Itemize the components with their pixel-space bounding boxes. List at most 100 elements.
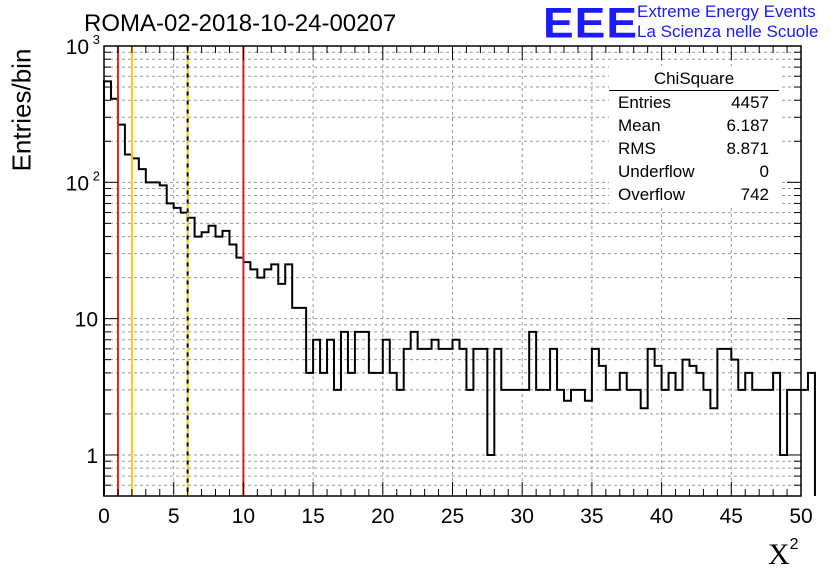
histogram-bin — [564, 401, 571, 496]
histogram-bin — [592, 349, 599, 496]
histogram-bin — [717, 349, 724, 496]
histogram-bin — [404, 349, 411, 496]
histogram-bin — [243, 262, 250, 496]
histogram-bin — [641, 408, 648, 496]
histogram-bin — [348, 373, 355, 496]
histogram-bin — [257, 278, 264, 496]
stats-label: RMS — [618, 139, 656, 158]
histogram-bin — [794, 390, 801, 496]
histogram-bin — [202, 232, 209, 496]
histogram-bin — [473, 349, 480, 496]
stats-value: 742 — [740, 185, 769, 204]
stats-label: Mean — [618, 116, 661, 135]
stats-value: 0 — [759, 162, 769, 181]
histogram-bin — [250, 269, 257, 496]
histogram-bin — [801, 390, 808, 496]
histogram-bin — [655, 366, 662, 496]
histogram-bin — [648, 349, 655, 496]
stats-value: 8.871 — [726, 139, 769, 158]
histogram-bin — [453, 340, 460, 496]
histogram-bin — [487, 455, 494, 496]
histogram-bin — [669, 373, 676, 496]
y-tick-label-exponent: 3 — [93, 32, 100, 47]
histogram-bin — [397, 390, 404, 496]
y-tick-label: 1 — [86, 445, 98, 468]
histogram-bin — [181, 213, 188, 496]
x-tick-label: 0 — [98, 505, 110, 528]
histogram-bin — [118, 125, 125, 496]
histogram-bin — [620, 373, 627, 496]
stats-row-mean: Mean 6.187 — [609, 114, 779, 137]
histogram-bin — [264, 269, 271, 496]
x-tick-label: 35 — [580, 505, 603, 528]
y-tick-label: 10 — [66, 172, 89, 195]
x-tick-label: 15 — [301, 505, 324, 528]
stats-label: Entries — [618, 93, 671, 112]
histogram-bin — [222, 231, 229, 496]
histogram-bin — [543, 390, 550, 496]
x-tick-label: 45 — [720, 505, 743, 528]
histogram-bin — [160, 185, 167, 496]
histogram-bin — [327, 340, 334, 496]
stats-row-underflow: Underflow 0 — [609, 160, 779, 183]
histogram-bin — [703, 390, 710, 496]
histogram-bin — [341, 332, 348, 496]
histogram-bin — [313, 340, 320, 496]
x-tick-label: 5 — [168, 505, 180, 528]
eee-logo: EEE — [543, 0, 639, 47]
histogram-bin — [522, 390, 529, 496]
x-tick-label: 40 — [650, 505, 673, 528]
histogram-bin — [334, 390, 341, 496]
histogram-outline — [103, 80, 816, 496]
x-tick-label: 20 — [371, 505, 394, 528]
histogram-bin — [745, 373, 752, 496]
histogram-bin — [459, 349, 466, 496]
chart-title: ROMA-02-2018-10-24-00207 — [84, 10, 397, 37]
histogram-bin — [390, 373, 397, 496]
x-tick-label: 25 — [441, 505, 464, 528]
histogram-bin — [662, 390, 669, 496]
stats-label: Underflow — [618, 162, 695, 181]
histogram-bin — [146, 182, 153, 496]
histogram-bin — [731, 360, 738, 496]
histogram-bin — [613, 390, 620, 496]
histogram-bin — [320, 373, 327, 496]
histogram-bin — [369, 373, 376, 496]
histogram-bin — [209, 226, 216, 496]
histogram-bin — [411, 332, 418, 496]
histogram-bin — [278, 284, 285, 496]
histogram-bin — [515, 390, 522, 496]
histogram-bin — [299, 308, 306, 496]
histogram-bin — [418, 349, 425, 496]
x-axis-title-superscript: 2 — [789, 536, 799, 553]
histogram-bin — [689, 366, 696, 496]
histogram-bin — [766, 390, 773, 496]
histogram-bin — [446, 349, 453, 496]
histogram-bin — [111, 99, 118, 496]
histogram-bin — [132, 158, 139, 496]
histogram-bin — [285, 264, 292, 496]
histogram-bin — [627, 390, 634, 496]
histogram-bin — [571, 390, 578, 496]
histogram-bin — [355, 332, 362, 496]
x-axis-title-base: X — [768, 538, 790, 571]
histogram-bin — [432, 340, 439, 496]
histogram-bin — [292, 308, 299, 496]
x-axis-title: X2 — [768, 536, 799, 572]
histogram-bin — [599, 366, 606, 496]
histogram-bin — [738, 390, 745, 496]
histogram-bin — [167, 203, 174, 496]
histogram-bin — [494, 349, 501, 496]
histogram-bin — [752, 390, 759, 496]
histogram-bin — [216, 237, 223, 496]
histogram-bin — [195, 237, 202, 496]
stats-label: Overflow — [618, 185, 686, 204]
histogram-bin — [466, 390, 473, 496]
histogram-bin — [529, 332, 536, 496]
y-tick-label: 10 — [66, 36, 89, 59]
x-tick-label: 30 — [511, 505, 534, 528]
histogram-bin — [710, 408, 717, 496]
histogram-bin — [808, 373, 815, 496]
